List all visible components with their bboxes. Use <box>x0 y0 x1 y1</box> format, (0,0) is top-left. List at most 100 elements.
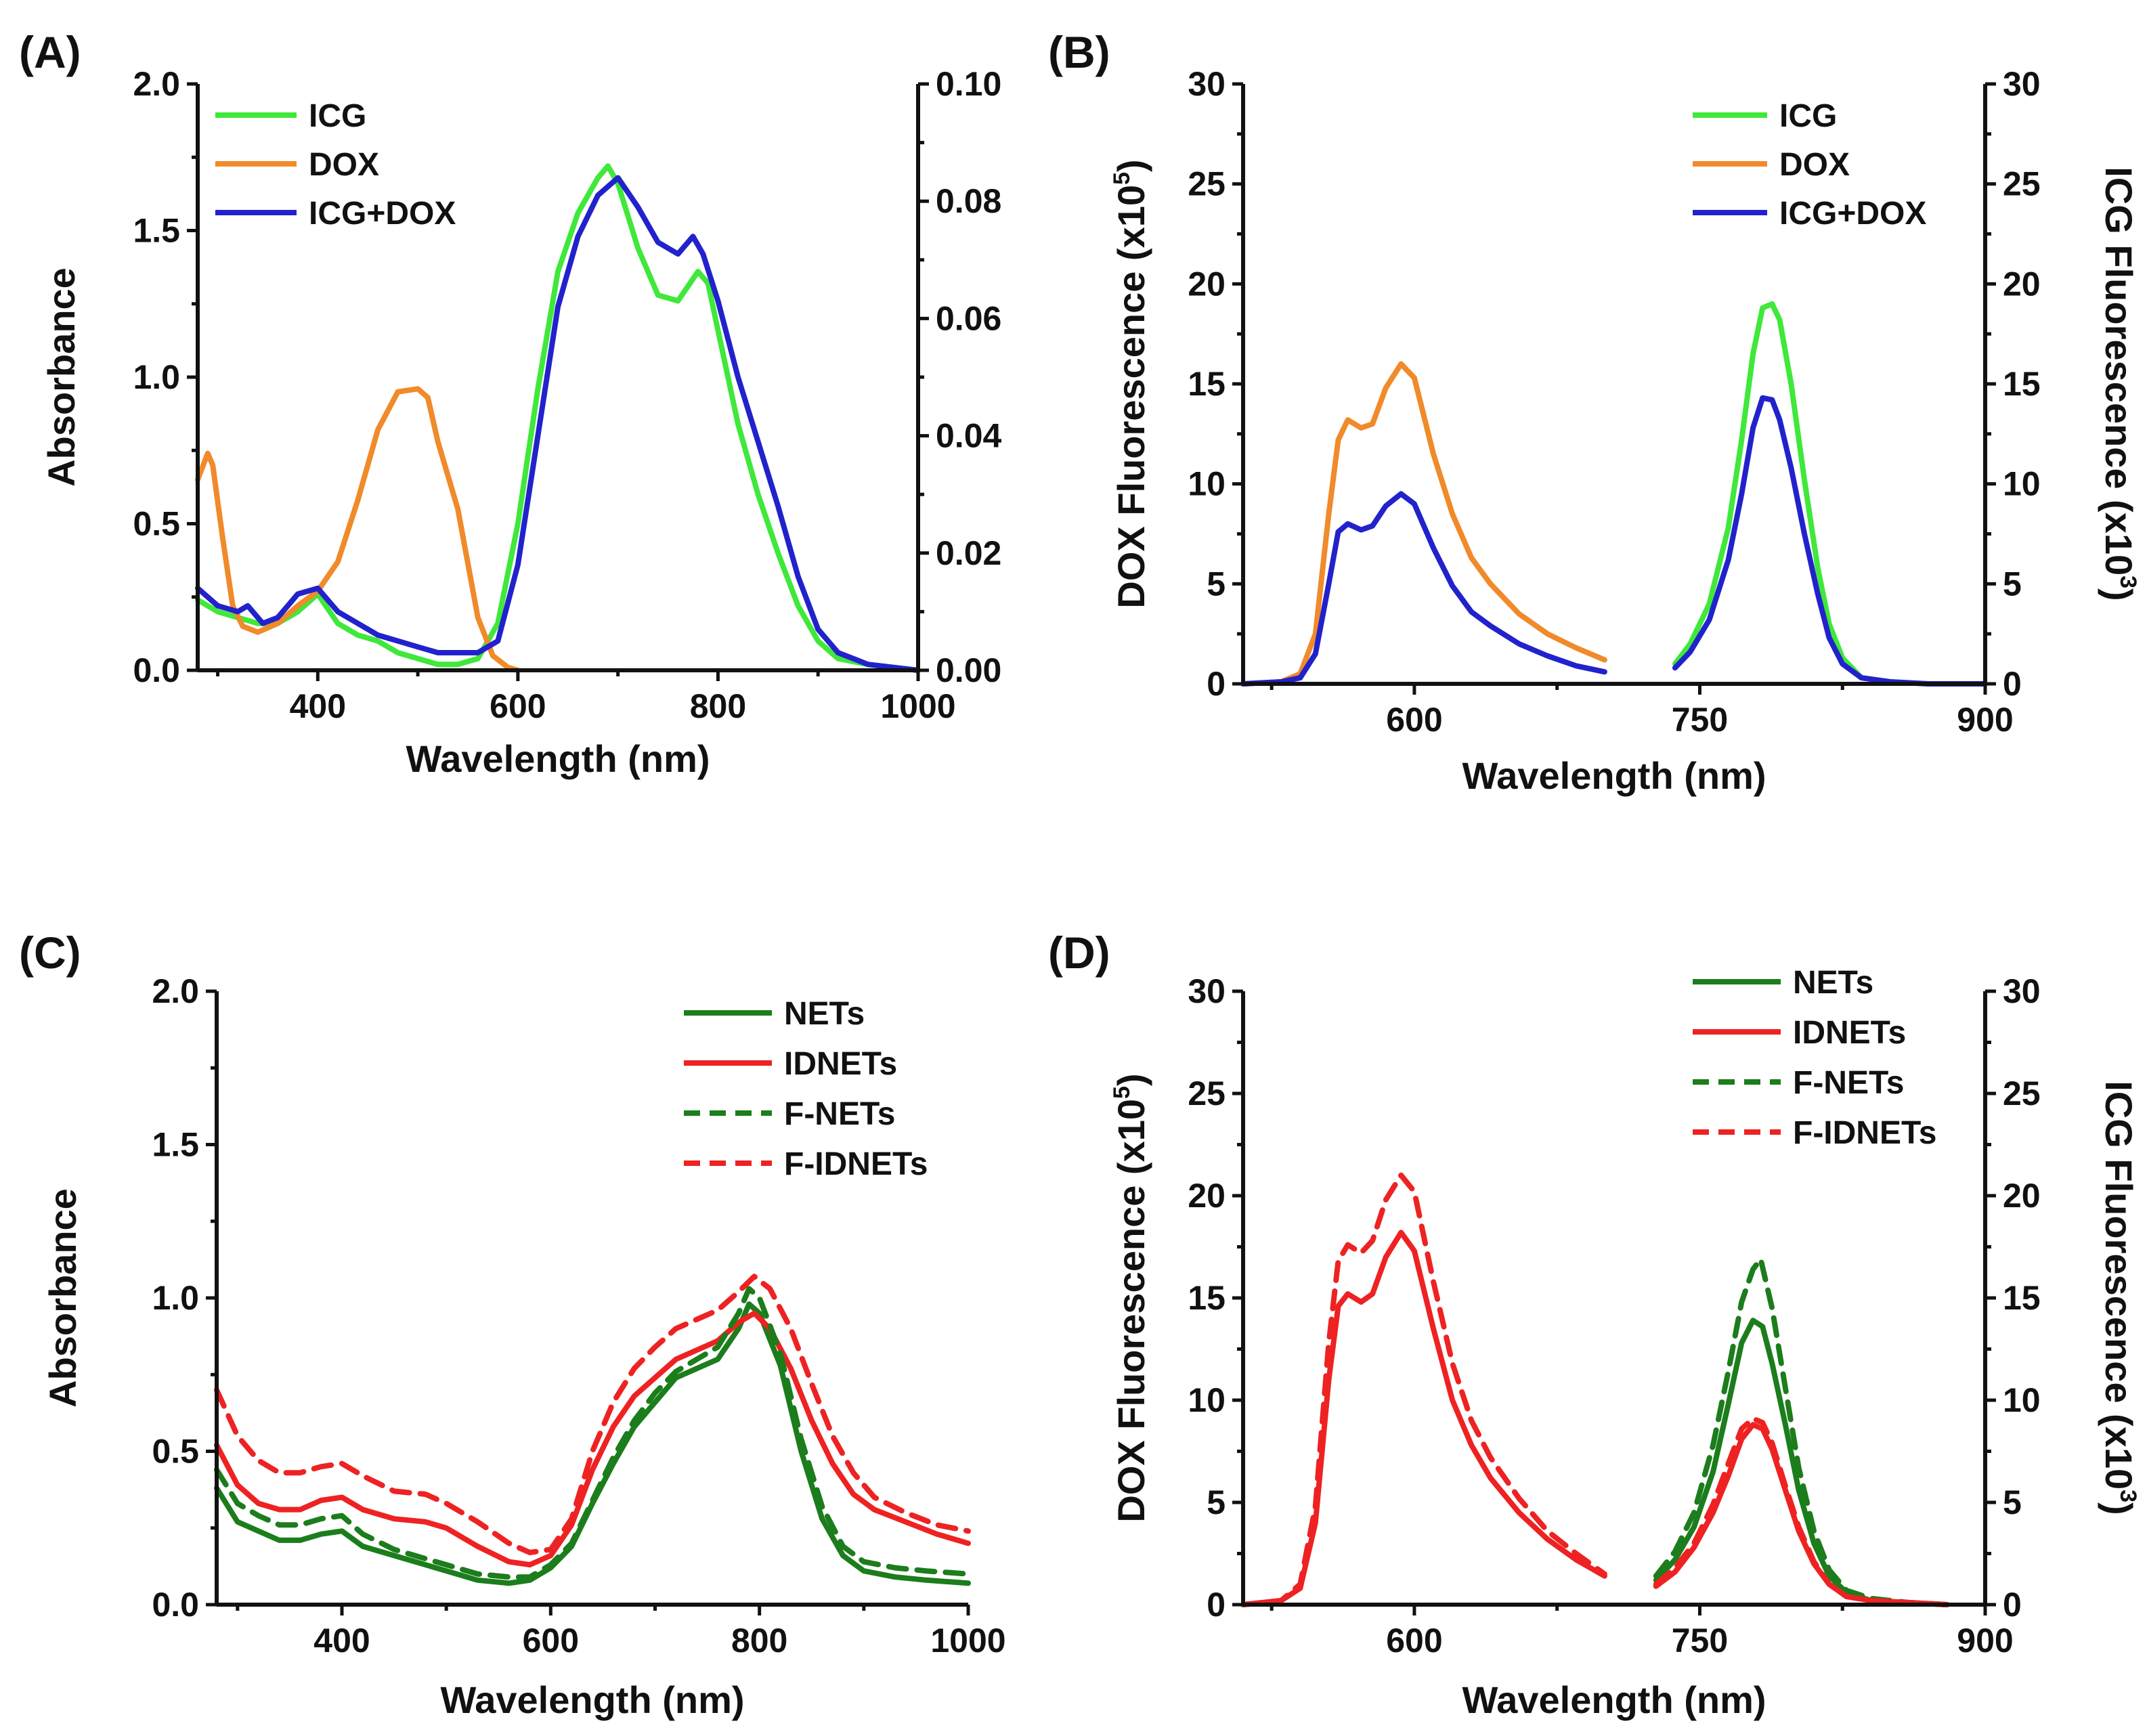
legend-label: ICG+DOX <box>309 196 456 232</box>
y-tick-label: 25 <box>1188 1075 1226 1112</box>
panel-c: (C) 400 600 800 1000 0.0 0.5 1.0 1.5 2.0 Wavelengt… <box>19 928 1006 1721</box>
series-line-f-idnets <box>1240 1172 1607 1607</box>
y-tick-label: 0.0 <box>152 1586 199 1624</box>
series-line-icg <box>1672 301 1988 687</box>
series-line-idnets <box>1240 1230 1607 1607</box>
y-tick-label: 1.0 <box>152 1279 199 1317</box>
series-line-icg <box>195 163 921 673</box>
x-tick-label: 750 <box>1672 1622 1728 1659</box>
x-tick-label: 600 <box>1386 1622 1442 1659</box>
legend-label: ICG <box>309 98 366 134</box>
y-tick-label: 15 <box>1188 365 1226 403</box>
y2-tick-label: 10 <box>2003 465 2041 503</box>
series-line-f-idnets <box>1653 1416 1950 1607</box>
legend-label: ICG <box>1779 98 1837 134</box>
panel-label: (D) <box>1048 928 1110 978</box>
y-tick-label: 20 <box>1188 1177 1226 1215</box>
y2-axis-title: ICG Fluorescence (x103) <box>2098 167 2141 601</box>
x-tick-label: 800 <box>731 1622 787 1659</box>
series-line-nets <box>1653 1318 1950 1607</box>
x-tick-label: 900 <box>1957 1622 2013 1659</box>
series-line-icg-dox <box>1240 491 1607 687</box>
y-tick-label: 1.5 <box>152 1126 199 1164</box>
y2-tick-label: 30 <box>2003 65 2041 103</box>
y-tick-label: 10 <box>1188 465 1226 503</box>
legend-label: DOX <box>309 147 379 183</box>
legend-label: F-IDNETs <box>1793 1115 1936 1151</box>
x-tick-label: 1000 <box>930 1622 1005 1659</box>
y2-tick-label: 20 <box>2003 265 2041 303</box>
legend: ICG DOX ICG+DOX <box>1693 98 1926 232</box>
y2-tick-label: 0 <box>2003 1586 2022 1624</box>
series-group <box>214 1274 971 1586</box>
y-tick-label: 0.5 <box>152 1433 199 1471</box>
y-tick-label: 0.0 <box>133 651 180 689</box>
x-tick-label: 1000 <box>880 687 955 725</box>
legend-label: F-NETs <box>1793 1065 1904 1101</box>
x-axis-title: Wavelength (nm) <box>1462 754 1766 797</box>
panel-b: (B)600 750 900051015202530051015202530Wave… <box>1048 27 2141 797</box>
series-group <box>1240 301 1988 687</box>
x-axis-title: Wavelength (nm) <box>1462 1678 1766 1721</box>
y2-tick-label: 25 <box>2003 1075 2041 1112</box>
legend-label: NETs <box>784 996 865 1032</box>
legend-label: F-IDNETs <box>784 1146 928 1182</box>
y2-tick-label: 15 <box>2003 1279 2041 1317</box>
panel-label: (B) <box>1048 27 1110 77</box>
panel-label: (A) <box>19 27 81 77</box>
y2-tick-label: 0.02 <box>936 534 1001 572</box>
y2-axis-title-exponent: 3 <box>2115 576 2141 588</box>
y-tick-label: 1.0 <box>133 358 180 396</box>
y2-tick-label: 0.06 <box>936 299 1001 337</box>
panel-d: (D)600 750 900051015202530051015202530Wave… <box>1048 928 2141 1721</box>
y2-tick-label: 15 <box>2003 365 2041 403</box>
series-line-dox <box>1240 361 1607 687</box>
y-tick-label: 1.5 <box>133 212 180 250</box>
y-tick-label: 15 <box>1188 1279 1226 1317</box>
x-tick-label: 400 <box>313 1622 370 1659</box>
y-tick-label: 5 <box>1207 1483 1226 1521</box>
legend: NETs IDNETs F-NETs F-IDNETs <box>1693 965 1936 1151</box>
legend-label: F-NETs <box>784 1096 895 1132</box>
x-axis-title: Wavelength (nm) <box>406 737 710 780</box>
legend-label: NETs <box>1793 965 1873 1001</box>
y2-tick-label: 30 <box>2003 972 2041 1010</box>
series-line-dox <box>195 386 521 673</box>
x-tick-label: 600 <box>1386 701 1442 739</box>
series-group <box>195 163 921 673</box>
y-tick-label: 30 <box>1188 65 1226 103</box>
y-tick-label: 2.0 <box>152 972 199 1010</box>
x-tick-label: 800 <box>690 687 746 725</box>
legend-label: ICG+DOX <box>1779 196 1926 232</box>
y2-tick-label: 25 <box>2003 165 2041 203</box>
y-tick-label: 0 <box>1207 1586 1226 1624</box>
y-tick-label: 30 <box>1188 972 1226 1010</box>
y-axis-title: DOX Fluorescence (x105) <box>1109 1073 1152 1522</box>
legend-label: DOX <box>1779 147 1850 183</box>
series-line-f-nets <box>214 1286 971 1580</box>
series-group <box>1240 1172 1950 1607</box>
y-tick-label: 0.5 <box>133 505 180 543</box>
x-axis-title: Wavelength (nm) <box>440 1678 744 1721</box>
y-axis-title: Absorbance <box>41 1188 84 1408</box>
y2-tick-label: 0.10 <box>936 65 1001 103</box>
series-line-idnets <box>214 1310 971 1568</box>
y2-tick-label: 5 <box>2003 565 2022 603</box>
legend-label: IDNETs <box>784 1046 897 1082</box>
series-line-f-idnets <box>214 1274 971 1555</box>
y-axis-title-exponent: 5 <box>1109 172 1135 185</box>
y-tick-label: 20 <box>1188 265 1226 303</box>
y-tick-label: 0 <box>1207 665 1226 703</box>
y-axis-title: DOX Fluorescence (x105) <box>1109 159 1152 608</box>
x-tick-label: 750 <box>1672 701 1728 739</box>
y2-tick-label: 0.04 <box>936 417 1002 455</box>
y2-tick-label: 0.00 <box>936 651 1001 689</box>
y2-tick-label: 0.08 <box>936 182 1001 220</box>
y-axis-title: Absorbance <box>40 267 83 487</box>
panel-label: (C) <box>19 928 81 978</box>
y-tick-label: 2.0 <box>133 65 180 103</box>
y-axis-title-exponent: 5 <box>1109 1086 1135 1099</box>
series-line-icg-dox <box>1672 395 1988 687</box>
x-tick-label: 400 <box>290 687 346 725</box>
